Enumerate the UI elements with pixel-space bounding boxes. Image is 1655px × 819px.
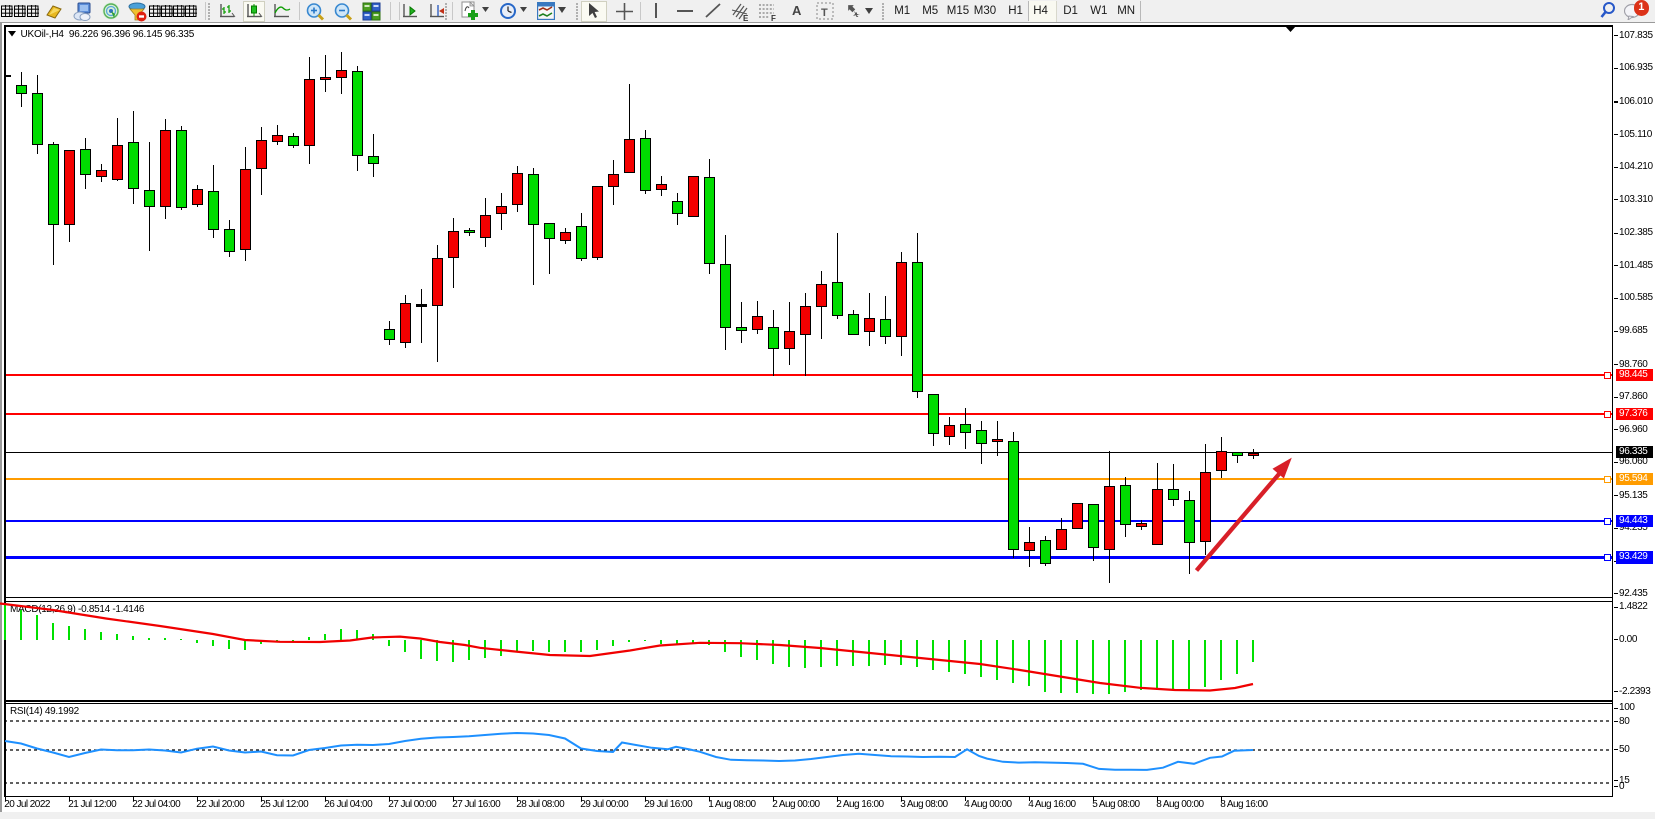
- svg-text:E: E: [743, 14, 749, 22]
- svg-text:T: T: [821, 7, 828, 19]
- svg-text:F: F: [771, 14, 776, 22]
